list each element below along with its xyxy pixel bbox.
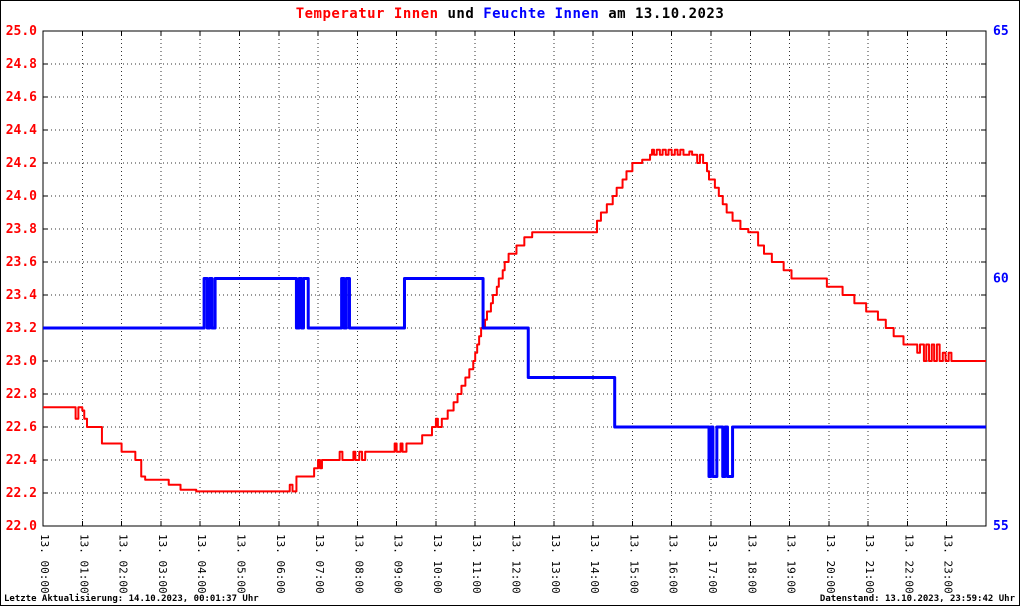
axis-labels: 22.0 22.2 22.4 22.6 22.8 23.0 23.2 23.4 23.6 23.8… [6, 24, 1009, 594]
svg-text:13. 13:00: 13. 13:00 [549, 534, 562, 594]
svg-text:55: 55 [993, 519, 1009, 534]
svg-text:13. 03:00: 13. 03:00 [156, 534, 169, 594]
svg-text:13. 23:00: 13. 23:00 [942, 534, 955, 594]
svg-text:13. 07:00: 13. 07:00 [313, 534, 326, 594]
svg-text:22.6: 22.6 [6, 420, 37, 435]
svg-text:22.2: 22.2 [6, 486, 37, 501]
svg-text:13. 18:00: 13. 18:00 [745, 534, 758, 594]
temperature-line [43, 148, 986, 493]
svg-text:13. 08:00: 13. 08:00 [352, 534, 365, 594]
title-date: am 13.10.2023 [599, 6, 725, 22]
svg-text:24.8: 24.8 [6, 57, 37, 72]
svg-text:13. 16:00: 13. 16:00 [667, 534, 680, 594]
svg-text:13. 21:00: 13. 21:00 [863, 534, 876, 594]
svg-text:65: 65 [993, 24, 1009, 39]
svg-text:13. 19:00: 13. 19:00 [785, 534, 798, 594]
svg-text:24.6: 24.6 [6, 90, 37, 105]
svg-text:24.0: 24.0 [6, 189, 37, 204]
svg-text:13. 05:00: 13. 05:00 [234, 534, 247, 594]
footer-data-timestamp: Datenstand: 13.10.2023, 23:59:42 Uhr [819, 594, 1015, 604]
svg-text:13. 00:00: 13. 00:00 [38, 534, 51, 594]
svg-text:13. 22:00: 13. 22:00 [902, 534, 915, 594]
svg-text:22.0: 22.0 [6, 519, 37, 534]
title-temperature-label: Temperatur Innen [295, 6, 439, 22]
svg-text:23.4: 23.4 [6, 288, 37, 303]
gridlines [42, 30, 987, 527]
svg-text:23.0: 23.0 [6, 354, 37, 369]
svg-text:25.0: 25.0 [6, 24, 37, 39]
svg-text:22.8: 22.8 [6, 387, 37, 402]
svg-text:23.6: 23.6 [6, 255, 37, 270]
svg-text:13. 06:00: 13. 06:00 [274, 534, 287, 594]
chart-title: Temperatur Innen und Feuchte Innen am 13… [1, 6, 1019, 22]
svg-text:23.2: 23.2 [6, 321, 37, 336]
svg-text:24.2: 24.2 [6, 156, 37, 171]
footer-last-update: Letzte Aktualisierung: 14.10.2023, 00:01… [4, 594, 259, 604]
svg-text:60: 60 [993, 272, 1009, 287]
svg-text:13. 14:00: 13. 14:00 [588, 534, 601, 594]
svg-text:23.8: 23.8 [6, 222, 37, 237]
svg-text:22.4: 22.4 [6, 453, 37, 468]
svg-text:13. 20:00: 13. 20:00 [824, 534, 837, 594]
humidity-line [43, 277, 986, 478]
svg-text:13. 12:00: 13. 12:00 [510, 534, 523, 594]
svg-text:13. 10:00: 13. 10:00 [431, 534, 444, 594]
title-und: und [438, 6, 484, 22]
svg-text:13. 01:00: 13. 01:00 [77, 534, 90, 594]
svg-text:24.4: 24.4 [6, 123, 37, 138]
svg-text:13. 15:00: 13. 15:00 [627, 534, 640, 594]
svg-text:13. 02:00: 13. 02:00 [117, 534, 130, 594]
series-lines [43, 148, 986, 493]
svg-text:13. 17:00: 13. 17:00 [706, 534, 719, 594]
svg-text:13. 11:00: 13. 11:00 [470, 534, 483, 594]
svg-text:13. 09:00: 13. 09:00 [392, 534, 405, 594]
title-humidity-label: Feuchte Innen [483, 6, 600, 22]
svg-text:13. 04:00: 13. 04:00 [195, 534, 208, 594]
